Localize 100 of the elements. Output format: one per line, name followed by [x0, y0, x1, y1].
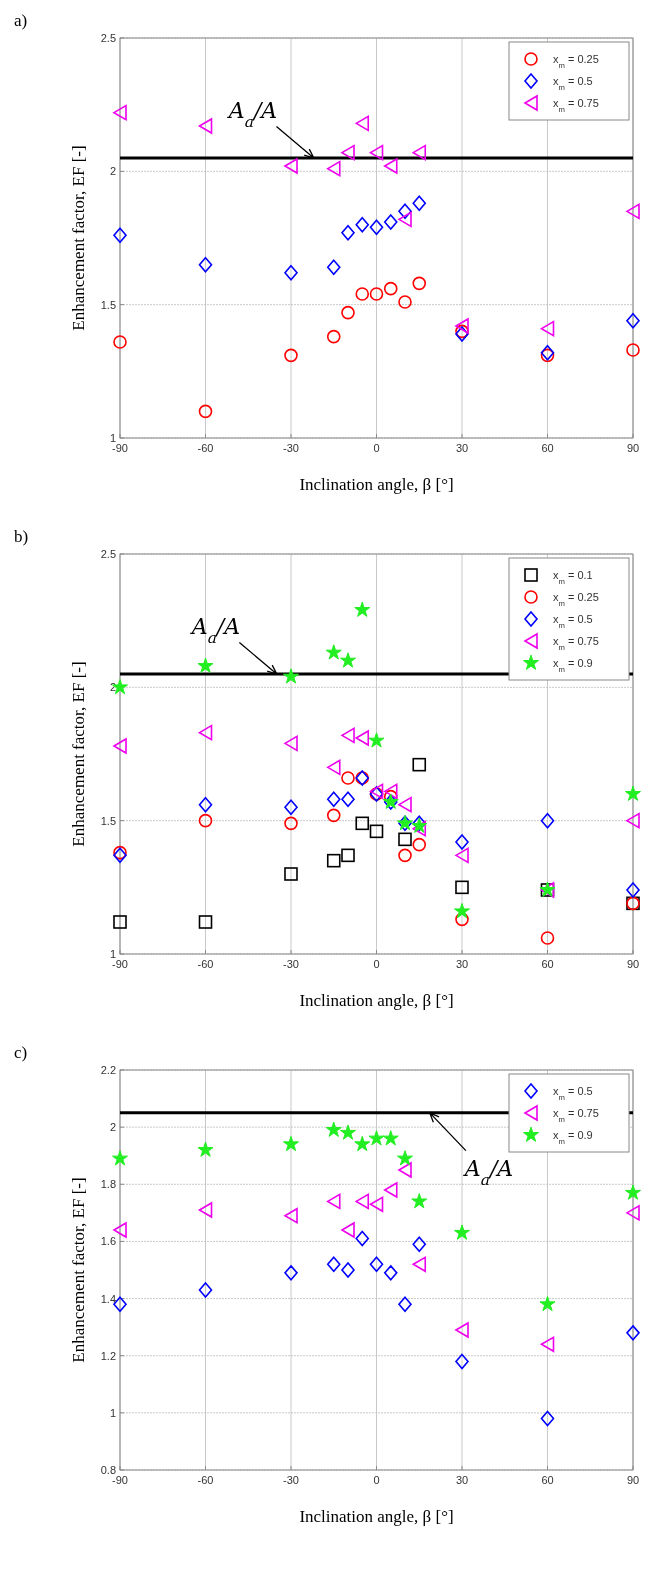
point: [453, 1224, 471, 1240]
y-tick-label: 1.4: [100, 1292, 116, 1305]
point: [355, 730, 370, 746]
point: [198, 915, 213, 929]
point: [284, 348, 298, 363]
point: [113, 738, 127, 754]
x-tick-label: -30: [283, 442, 299, 454]
y-tick-label: 1.5: [100, 814, 116, 827]
point: [383, 158, 398, 174]
text: c): [14, 1043, 28, 1062]
point: [455, 318, 469, 334]
x-tick-label: 60: [541, 1474, 554, 1486]
point: [326, 1193, 341, 1210]
y-tick-label: 1.5: [100, 298, 116, 311]
point: [326, 329, 341, 344]
x-tick-label: 0: [373, 1474, 380, 1486]
point: [626, 312, 640, 329]
point: [284, 735, 298, 752]
point: [369, 1196, 384, 1213]
point: [453, 902, 471, 919]
x-tick-label: 30: [455, 1474, 469, 1486]
point: [455, 912, 469, 927]
point: [455, 1322, 469, 1338]
point: [540, 931, 555, 945]
point: [325, 644, 342, 660]
point: [284, 158, 298, 174]
point: [540, 320, 555, 337]
y-tick-label: 2.5: [100, 32, 116, 44]
point: [198, 724, 213, 741]
point: [339, 1124, 357, 1140]
legend-label: x$_{m}$ = 0.25: [553, 591, 599, 608]
x-tick-label: 90: [626, 442, 640, 454]
point: [341, 848, 355, 863]
point: [198, 404, 213, 419]
x-tick-label: 0: [373, 442, 380, 454]
point: [284, 799, 298, 816]
point: [369, 824, 384, 839]
point: [341, 1222, 355, 1238]
point: [398, 832, 412, 847]
x-tick-label: -60: [197, 1474, 214, 1486]
x-axis-title: Inclination angle, β [°]: [299, 991, 454, 1010]
legend-label: x$_{m}$ = 0.75: [553, 1107, 599, 1124]
point: [113, 845, 127, 860]
y-tick-label: 2: [109, 1121, 116, 1134]
point: [540, 1410, 555, 1427]
point: [539, 1295, 556, 1312]
point: [282, 668, 300, 684]
point: [284, 264, 298, 281]
point: [113, 915, 127, 929]
point: [626, 1325, 640, 1341]
point: [198, 796, 213, 813]
y-tick-label: 1: [109, 1406, 116, 1419]
text: b): [14, 527, 29, 546]
point: [412, 820, 427, 837]
y-tick-label: 0.8: [100, 1464, 116, 1476]
x-tick-label: 0: [373, 958, 380, 970]
point: [540, 1336, 555, 1353]
legend-label: x$_{m}$ = 0.5: [553, 613, 593, 630]
point: [325, 1121, 342, 1137]
legend-label: x$_{m}$ = 0.5: [553, 1085, 593, 1102]
y-axis-title: Enhancement factor, EF [-]: [69, 661, 88, 847]
legend-label: x$_{m}$ = 0.9: [553, 1129, 593, 1146]
point: [396, 1150, 414, 1166]
x-tick-label: -90: [112, 1474, 128, 1486]
point: [455, 847, 469, 864]
point: [341, 224, 355, 241]
point: [198, 256, 213, 273]
point: [369, 219, 384, 236]
point: [624, 1184, 642, 1200]
point: [354, 1135, 371, 1152]
text: a): [14, 11, 28, 30]
y-tick-label: 2: [109, 165, 116, 178]
point: [412, 837, 427, 852]
point: [355, 287, 370, 301]
point: [626, 812, 640, 829]
point: [355, 115, 370, 132]
legend-label: x$_{m}$ = 0.5: [553, 75, 593, 92]
point: [398, 203, 412, 220]
x-tick-label: 30: [455, 958, 469, 970]
annotation: A$_{a}$/A: [226, 98, 278, 131]
point: [624, 785, 642, 801]
annotation: A$_{a}$/A: [189, 614, 241, 647]
y-tick-label: 2.2: [100, 1064, 116, 1076]
point: [626, 343, 640, 357]
legend-label: x$_{m}$ = 0.25: [553, 53, 599, 70]
point: [383, 214, 398, 230]
x-tick-label: 90: [626, 958, 640, 970]
legend-label: x$_{m}$ = 0.75: [553, 97, 599, 114]
x-tick-label: 30: [455, 442, 469, 454]
point: [398, 295, 412, 309]
y-tick-label: 1: [109, 432, 116, 444]
x-tick-label: 60: [541, 442, 554, 454]
point: [198, 118, 213, 134]
point: [355, 216, 370, 233]
point: [369, 1256, 384, 1273]
y-tick-label: 1.8: [100, 1178, 116, 1191]
x-tick-label: -60: [197, 958, 214, 970]
point: [412, 1236, 427, 1253]
point: [383, 281, 398, 296]
x-tick-label: 90: [626, 1474, 640, 1486]
